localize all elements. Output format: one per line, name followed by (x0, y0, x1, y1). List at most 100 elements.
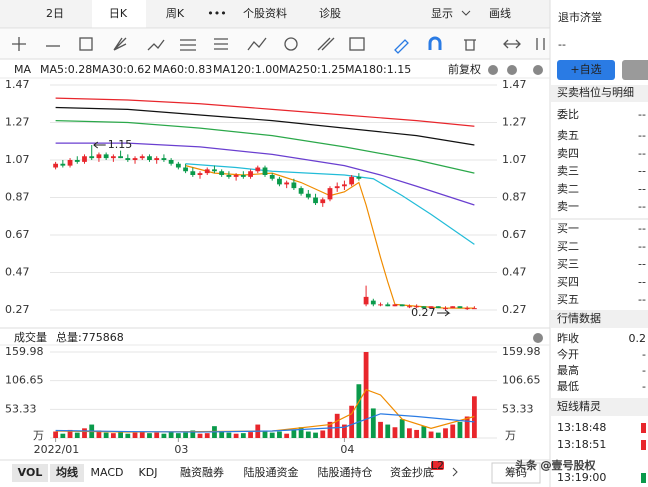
candle-body (269, 175, 275, 179)
legend-entry: MA180:1.15 (345, 63, 411, 76)
top-tab[interactable]: 周K (166, 7, 185, 20)
legend-entry: MA30:0.62 (92, 63, 151, 76)
bottom-tab[interactable]: 融资融券 (180, 465, 224, 479)
row-value: -- (638, 129, 646, 142)
draw-tab[interactable]: 画线 (489, 6, 511, 20)
volume-bar (103, 432, 109, 438)
ma-line (55, 120, 475, 174)
volume-bar (175, 433, 181, 438)
channel-icon[interactable] (180, 39, 196, 51)
volume-bar (291, 429, 297, 438)
volume-bar (96, 430, 102, 438)
volume-bar (118, 431, 123, 438)
delete-icon[interactable] (464, 39, 476, 51)
row-label: 卖五 (557, 129, 579, 142)
candle-body (407, 306, 412, 308)
row-value: -- (638, 240, 646, 253)
candle-body (233, 175, 239, 177)
bottom-tab[interactable]: 陆股通资金 (244, 465, 299, 479)
candle-body (226, 175, 232, 177)
row-label: 卖一 (557, 200, 579, 213)
rect-icon[interactable] (79, 37, 93, 51)
candle-body (399, 304, 405, 307)
row-value: 0.2 (629, 332, 647, 345)
row-label: 买二 (557, 240, 579, 253)
y-tick-label-right: 万 (505, 429, 516, 442)
volume-bar (240, 433, 246, 438)
row-value: -- (638, 293, 646, 306)
y-tick-label-right: 0.47 (502, 266, 527, 279)
volume-bar (450, 424, 456, 438)
settings[interactable] (533, 65, 543, 75)
settings[interactable] (533, 333, 543, 343)
add-button[interactable] (557, 60, 615, 80)
zoom-out[interactable] (488, 65, 498, 75)
top-tab[interactable]: 2日 (46, 7, 64, 20)
fan-icon[interactable] (113, 37, 127, 51)
date-label: 2022/01 (34, 443, 80, 456)
bottom-tab[interactable]: MACD (91, 466, 124, 479)
candle-body (212, 169, 217, 172)
candle-body (132, 158, 138, 160)
cycle-icon[interactable] (284, 37, 298, 51)
candle-body (378, 304, 383, 306)
candle-body (370, 300, 376, 305)
expand-icon[interactable] (503, 39, 521, 49)
volume-bar (363, 352, 369, 438)
fib-icon[interactable] (214, 38, 228, 50)
top-tab[interactable]: ••• (207, 7, 226, 20)
adjust-label[interactable]: 前复权 (448, 62, 481, 76)
more-icon[interactable] (536, 38, 545, 50)
bottom-tab[interactable]: VOL (18, 466, 43, 479)
bottom-tab[interactable]: 均线 (56, 465, 78, 479)
volume-bar (457, 421, 463, 438)
candle-body (197, 173, 203, 175)
bottom-tab[interactable]: 陆股通持仓 (318, 465, 373, 479)
badge: L2 (431, 459, 444, 472)
pitchfork-icon[interactable] (317, 37, 335, 51)
text-icon[interactable] (349, 37, 365, 51)
row-value: -- (638, 258, 646, 271)
volume-bar (385, 424, 391, 438)
y-tick-label-right: 159.98 (502, 345, 541, 358)
y-tick-label-right: 1.07 (502, 153, 527, 166)
row-label: 买四 (557, 275, 579, 288)
candle-body (363, 296, 369, 305)
trend-icon[interactable] (247, 37, 267, 51)
y-tick-label: 106.65 (5, 374, 44, 387)
candle-body (89, 156, 95, 159)
candle-body (342, 184, 347, 187)
zoom-in[interactable] (507, 65, 517, 75)
wave-icon[interactable] (147, 39, 165, 51)
candle-body (255, 167, 261, 172)
top-tab[interactable]: 个股资料 (243, 6, 287, 20)
top-tab[interactable]: 日K (109, 7, 128, 20)
candle-body (421, 306, 427, 309)
volume-bar (233, 433, 239, 438)
magnet-icon[interactable] (428, 36, 442, 50)
y-tick-label-right: 106.65 (502, 374, 541, 387)
active-tab (92, 0, 146, 28)
add-label[interactable]: +自选 (570, 63, 601, 76)
y-tick-label: 159.98 (5, 345, 44, 358)
row-value: -- (638, 275, 646, 288)
chips-box[interactable] (491, 462, 541, 484)
row-value: -- (638, 200, 646, 213)
volume-bar (443, 428, 448, 438)
toolbar (0, 29, 550, 59)
pen-icon[interactable] (394, 39, 409, 54)
top-bar (0, 0, 550, 28)
volume-bar (277, 431, 282, 438)
panel-band (551, 85, 648, 102)
display-menu[interactable]: 显示 (431, 7, 453, 20)
crosshair-icon[interactable] (12, 37, 26, 51)
top-tab[interactable]: 诊股 (319, 6, 341, 20)
bottom-tab[interactable]: KDJ (139, 466, 158, 479)
panel-band (551, 398, 648, 416)
bottom-tab[interactable]: 资金抄底 (390, 465, 434, 479)
candle-body (305, 193, 311, 198)
legend-entry: MA250:1.25 (279, 63, 345, 76)
gray-button[interactable] (622, 60, 648, 80)
row-label: 买五 (557, 293, 579, 306)
chips-tab[interactable]: 筹码 (505, 465, 527, 479)
